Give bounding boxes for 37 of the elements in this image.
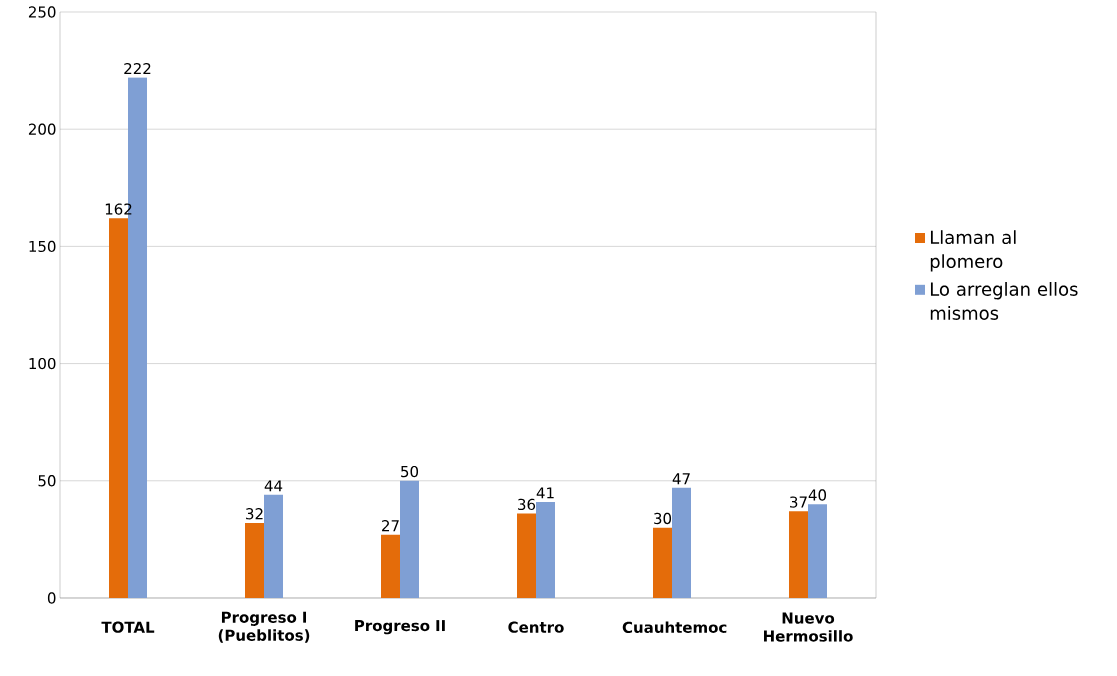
x-tick-label: Cuauhtemoc xyxy=(622,621,727,633)
y-tick-label: 100 xyxy=(29,357,56,370)
data-label: 37 xyxy=(790,496,807,508)
data-label: 47 xyxy=(672,473,690,485)
y-tick-label: 0 xyxy=(47,592,56,604)
y-tick-label: 50 xyxy=(38,475,56,487)
bar xyxy=(672,487,691,598)
data-label: 27 xyxy=(382,520,399,532)
data-label: 32 xyxy=(246,508,263,520)
bar xyxy=(109,218,129,598)
data-label: 30 xyxy=(654,512,672,525)
y-tick-label: 250 xyxy=(28,6,56,18)
bar xyxy=(381,534,400,598)
data-label: 44 xyxy=(264,480,283,492)
data-label: 41 xyxy=(536,487,554,499)
legend-label: Lo arreglan ellos mismos xyxy=(930,282,1078,320)
bar xyxy=(517,513,536,598)
legend-label: Llaman al plomero xyxy=(930,230,1016,272)
bar xyxy=(653,527,672,598)
x-tick-label: TOTAL xyxy=(101,621,155,633)
x-tick-label: Progreso I (Pueblitos) xyxy=(218,611,310,643)
bar xyxy=(400,480,419,598)
data-label: 222 xyxy=(124,62,151,75)
x-tick-label: Centro xyxy=(508,621,564,633)
data-label: 162 xyxy=(105,203,132,215)
bar xyxy=(808,504,827,598)
bar xyxy=(536,501,555,598)
y-tick-label: 150 xyxy=(29,240,56,253)
x-tick-label: Progreso II xyxy=(355,620,445,635)
bar xyxy=(264,494,284,598)
bar xyxy=(789,511,808,598)
data-label: 40 xyxy=(808,489,827,501)
data-label: 50 xyxy=(401,465,419,478)
x-tick-label: Nuevo Hermosillo xyxy=(764,612,853,642)
data-label: 36 xyxy=(518,498,536,511)
y-tick-label: 200 xyxy=(28,123,56,135)
bar xyxy=(245,522,265,598)
